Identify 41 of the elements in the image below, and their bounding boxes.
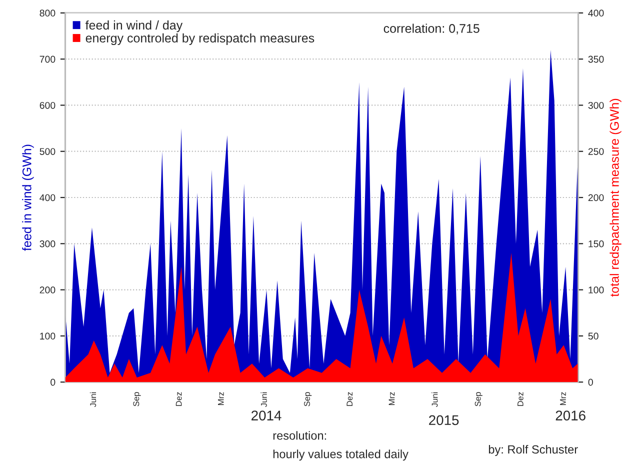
x-tick-label: Sep [474,392,482,406]
y-tick-label: 500 [40,148,56,155]
x-tick-label: Juni [260,392,267,407]
y2-tick-label: 50 [588,332,598,340]
y-tick-label: 400 [40,194,56,202]
x-tick-label: Mrz [560,392,566,405]
x-tick-label: Sep [304,392,312,406]
y-axis-title: feed in wind (GWh) [22,144,34,251]
x-tick-label: Sep [133,392,141,406]
x-tick-label: Mrz [388,392,395,405]
y2-tick-label: 400 [588,10,604,17]
y-tick-label: 300 [40,240,56,248]
legend-label: energy controled by redispatch measures [86,33,314,45]
text: hourly values totaled daily [273,450,408,461]
y2-tick-label: 100 [588,286,604,294]
x-tick-label: Juni [90,392,96,407]
y-tick-label: 100 [40,332,56,340]
y2-tick-label: 250 [588,148,604,155]
y-tick-label: 800 [40,10,56,17]
y2-tick-label: 200 [588,194,604,202]
y-tick-label: 0 [50,378,56,386]
x-tick-label: Dez [518,392,524,406]
text: resolution: [273,431,326,440]
y2-tick-label: 300 [588,102,604,109]
y-tick-label: 700 [40,56,56,63]
y2-axis-title: total redspachment measure (GWh) [610,98,622,297]
x-tick-label: Juni [432,392,438,407]
x-tick-label: Dez [346,392,353,406]
text: 2014 [252,410,282,420]
text: 2016 [556,410,586,420]
x-tick-label: Dez [176,392,182,406]
annotation: correlation: 0,715 [384,24,480,34]
y-tick-label: 200 [40,286,56,294]
y2-tick-label: 150 [588,240,604,248]
text: 2015 [429,415,459,426]
text: by: Rolf Schuster [488,444,578,456]
x-tick-label: Mrz [218,392,224,405]
y-tick-label: 600 [40,102,56,109]
y2-tick-label: 350 [588,56,604,63]
y2-tick-label: 0 [588,378,593,386]
legend-label: feed in wind / day [85,20,183,32]
